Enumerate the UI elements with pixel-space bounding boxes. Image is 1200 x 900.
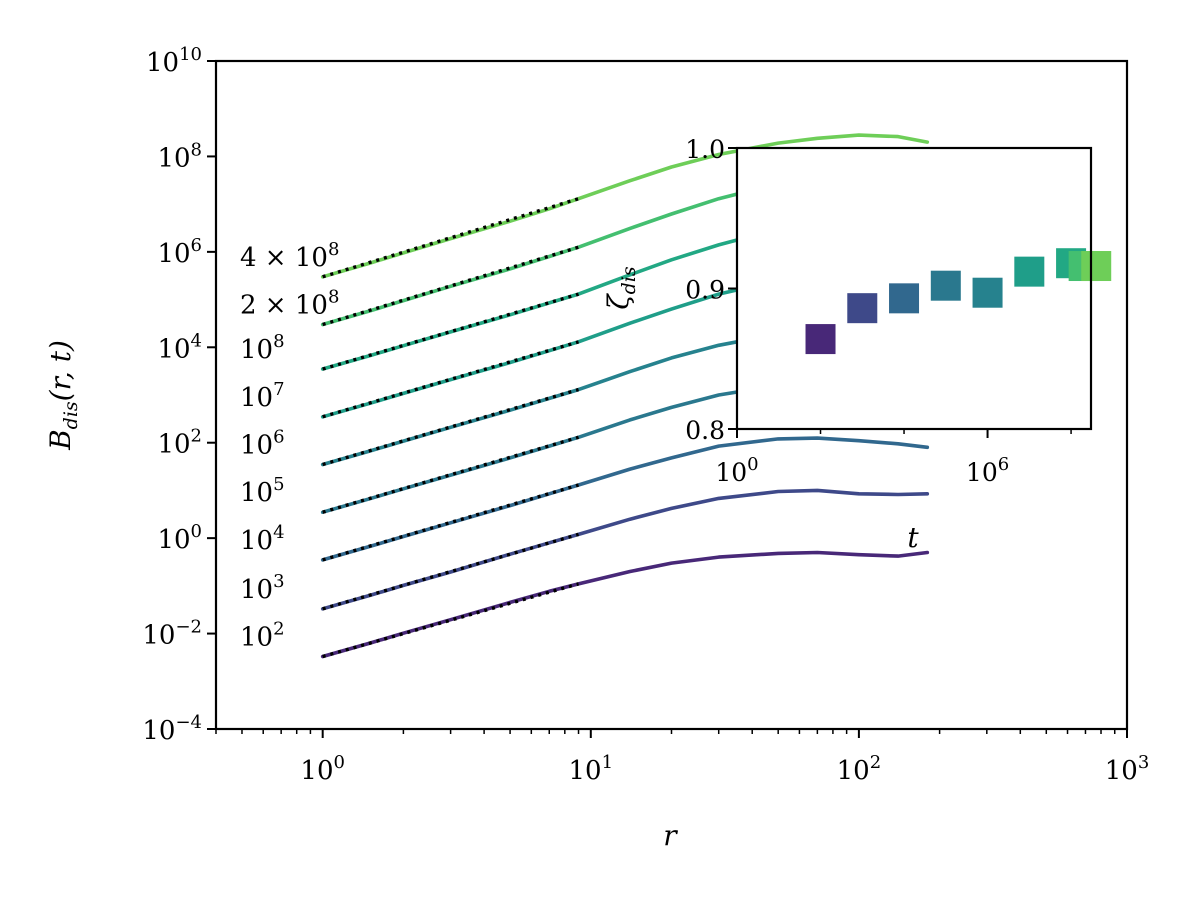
series-line-2 <box>320 436 930 562</box>
main-axis-ticks: 100 101 102 103 10−4 10−2 100 102 104 106 108 1010 <box>142 44 1149 786</box>
y-tick-label-0: 10−4 <box>142 712 202 746</box>
series-line-0 <box>320 550 930 659</box>
inset-point-5 <box>1014 256 1045 287</box>
series-label-5: 107 <box>240 379 285 413</box>
series-label-3: 105 <box>240 474 285 508</box>
series-label-7: 2 × 108 <box>240 287 339 321</box>
main-plot: 100 101 102 10310−410−21001021041061081010 … <box>44 44 1149 852</box>
series-label-6: 108 <box>240 331 285 365</box>
inset-point-3 <box>930 270 961 301</box>
x-tick-label-2: 102 <box>837 752 882 786</box>
inset-x-axis-label: t <box>907 521 919 554</box>
inset-plot: 100 106 0.8 0.9 1.0 t ζdis <box>602 135 1112 554</box>
x-tick-label-1: 101 <box>569 752 614 786</box>
inset-point-0 <box>805 324 836 355</box>
inset-axis-ticks: 100 106 0.8 0.9 1.0 <box>685 135 1072 487</box>
y-tick-label-7: 1010 <box>146 44 202 78</box>
inset-point-1 <box>847 293 878 324</box>
x-tick-label-3: 103 <box>1105 752 1150 786</box>
inset-point-8 <box>1081 251 1112 282</box>
series-label-4: 106 <box>240 426 285 460</box>
x-axis-label: r <box>663 819 678 852</box>
series-label-0: 102 <box>240 619 285 653</box>
y-tick-label-4: 104 <box>157 330 202 364</box>
main-series-labels: 102 103 104 105 106 107 108 2 × 108 4 × 108 <box>240 239 339 653</box>
inset-points <box>805 248 1112 355</box>
series-line-8 <box>320 133 930 279</box>
inset-y-tick-label-1: 0.9 <box>685 276 725 305</box>
y-tick-label-2: 100 <box>157 521 202 555</box>
series-label-8: 4 × 108 <box>240 239 339 273</box>
inset-x-tick-label-0: 100 <box>715 454 758 487</box>
series-line-1 <box>320 488 930 611</box>
inset-point-2 <box>889 283 920 314</box>
y-tick-label-6: 108 <box>157 139 202 173</box>
inset-y-tick-label-2: 1.0 <box>685 135 725 164</box>
inset-y-axis-label: ζdis <box>602 266 640 309</box>
y-axis-label: Bdis(r, t) <box>44 340 82 451</box>
y-tick-label-1: 10−2 <box>142 617 202 651</box>
series-label-2: 104 <box>240 522 285 556</box>
inset-point-4 <box>972 277 1003 308</box>
inset-y-tick-label-0: 0.8 <box>685 416 725 445</box>
y-tick-label-3: 102 <box>157 426 202 460</box>
y-tick-label-5: 106 <box>157 235 202 269</box>
main-series-lines <box>320 133 930 659</box>
series-label-1: 103 <box>240 571 285 605</box>
x-tick-label-0: 100 <box>300 752 345 786</box>
inset-x-tick-label-1: 106 <box>966 454 1009 487</box>
